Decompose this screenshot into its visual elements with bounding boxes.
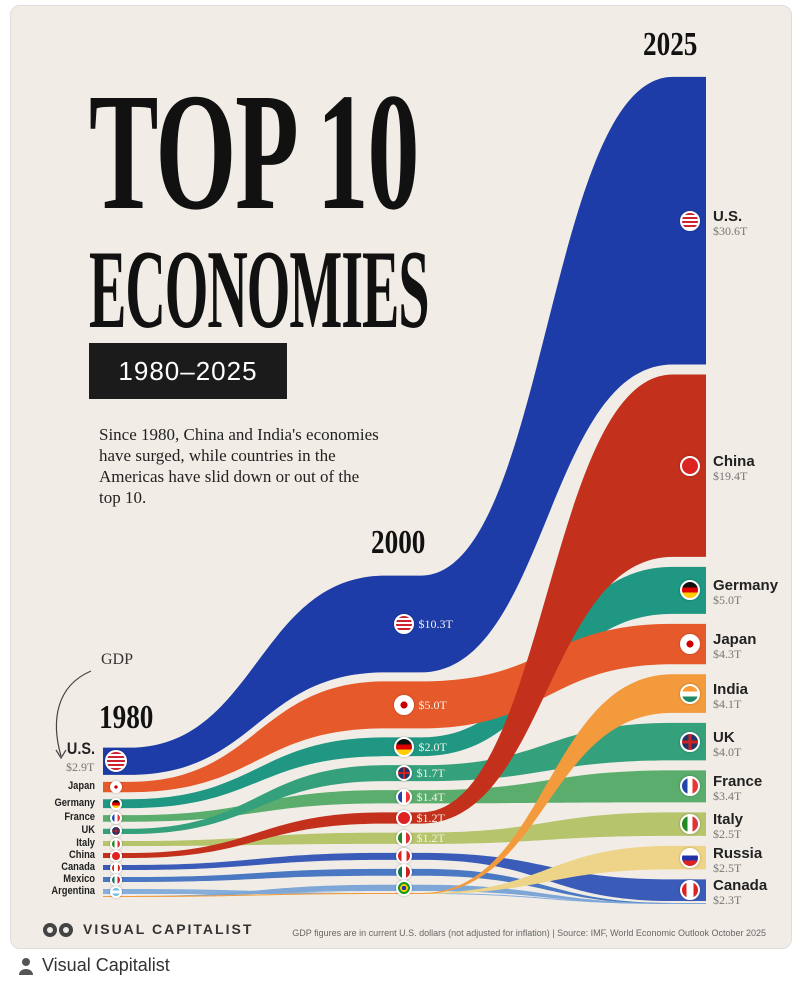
value-2000-italy: $1.2T <box>416 831 445 846</box>
uk-2025-flag-icon <box>679 731 700 752</box>
title-line-2: ECONOMIES <box>89 228 430 352</box>
ribbon-china <box>103 374 706 858</box>
us-2000-flag-icon <box>393 613 414 634</box>
title-line-1: TOP 10 <box>89 59 419 245</box>
source-note: GDP figures are in current U.S. dollars … <box>292 928 766 938</box>
value-2025-germany: $5.0T <box>713 593 742 608</box>
russia-2025-flag-icon <box>679 847 700 868</box>
label-2025-france: France <box>713 773 763 791</box>
value-2025-canada: $2.3T <box>713 893 742 908</box>
label-1980-argentina: Argentina <box>51 884 95 897</box>
china-2025-flag-icon <box>679 455 700 476</box>
label-2025-us: U.S. <box>713 207 743 225</box>
germany-2000-flag-icon <box>393 736 414 757</box>
canada-1980-flag-icon <box>110 861 122 874</box>
attribution-name: Visual Capitalist <box>42 955 170 975</box>
attribution[interactable]: Visual Capitalist <box>18 955 170 976</box>
label-1980-italy: Italy <box>76 836 95 849</box>
value-2025-india: $4.1T <box>713 696 742 711</box>
value-2000-japan: $5.0T <box>418 697 447 712</box>
canada-2000-flag-icon <box>395 848 412 865</box>
label-2025-russia: Russia <box>713 844 763 862</box>
label-2025-germany: Germany <box>713 577 779 595</box>
label-1980-canada: Canada <box>61 860 95 873</box>
value-1980-us: $2.9T <box>66 760 95 775</box>
value-2025-uk: $4.0T <box>713 744 742 759</box>
china-1980-flag-icon <box>110 849 122 862</box>
mexico-2000-flag-icon <box>395 864 412 881</box>
ribbon-mexico <box>103 868 706 904</box>
label-1980-uk: UK <box>81 824 95 837</box>
canada-2025-flag-icon <box>679 880 700 901</box>
value-2025-russia: $2.5T <box>713 860 742 875</box>
gdp-annotation: GDP <box>101 651 134 668</box>
germany-1980-flag-icon <box>110 797 122 810</box>
date-range-badge: 1980–2025 <box>89 343 287 399</box>
italy-2025-flag-icon <box>679 814 700 835</box>
uk-2000-flag-icon <box>395 765 412 782</box>
year-label-2025: 2025 <box>643 26 698 63</box>
label-2025-italy: Italy <box>713 811 744 829</box>
label-2025-china: China <box>713 452 755 470</box>
label-1980-china: China <box>69 848 95 861</box>
japan-2000-flag-icon <box>393 694 414 715</box>
person-icon <box>19 957 33 975</box>
mexico-1980-flag-icon <box>110 873 122 886</box>
label-1980-japan: Japan <box>67 780 95 793</box>
ribbon-canada <box>103 852 706 901</box>
year-label-1980: 1980 <box>99 699 154 736</box>
label-2025-uk: UK <box>713 728 735 746</box>
gdp-arrowhead <box>55 749 67 760</box>
year-label-2000: 2000 <box>371 524 426 561</box>
ribbon-germany <box>103 566 706 809</box>
label-1980-us: U.S. <box>66 739 95 759</box>
value-2025-us: $30.6T <box>713 223 748 238</box>
france-2025-flag-icon <box>679 776 700 797</box>
label-2025-india: India <box>713 680 749 698</box>
argentina-1980-flag-icon <box>110 885 122 898</box>
description: Since 1980, China and India's economies … <box>99 425 379 507</box>
ribbon-india <box>103 674 706 897</box>
value-2000-us: $10.3T <box>418 616 453 631</box>
france-2000-flag-icon <box>395 788 412 805</box>
italy-2000-flag-icon <box>395 830 412 847</box>
label-1980-germany: Germany <box>54 796 95 809</box>
italy-1980-flag-icon <box>110 837 122 850</box>
brand-name: VISUAL CAPITALIST <box>83 921 254 937</box>
infographic-card: TOP 10 ECONOMIES 1980–2025 Since 1980, C… <box>10 5 792 949</box>
us-1980-flag-icon <box>105 750 127 773</box>
value-2025-japan: $4.3T <box>713 647 742 662</box>
brazil-2000-flag-icon <box>395 879 412 896</box>
brand-logo: VISUAL CAPITALIST <box>41 920 253 938</box>
japan-1980-flag-icon <box>110 781 122 794</box>
germany-2025-flag-icon <box>679 580 700 601</box>
value-2000-uk: $1.7T <box>416 766 445 781</box>
ribbon-russia <box>103 845 706 897</box>
china-2000-flag-icon <box>395 809 412 826</box>
label-2025-canada: Canada <box>713 877 768 895</box>
us-2025-flag-icon <box>679 210 700 231</box>
ribbon-us <box>103 76 706 775</box>
value-2000-china: $1.2T <box>416 810 445 825</box>
binoculars-icon <box>43 923 73 937</box>
label-2025-japan: Japan <box>713 631 757 649</box>
france-1980-flag-icon <box>110 812 122 825</box>
japan-2025-flag-icon <box>679 634 700 655</box>
value-2000-france: $1.4T <box>416 789 445 804</box>
label-1980-france: France <box>64 811 95 824</box>
india-2025-flag-icon <box>679 683 700 704</box>
value-2025-france: $3.4T <box>713 789 742 804</box>
gdp-arrow <box>55 670 92 757</box>
value-2025-italy: $2.5T <box>713 827 742 842</box>
uk-1980-flag-icon <box>110 825 122 838</box>
ribbon-chart <box>55 76 706 904</box>
label-1980-mexico: Mexico <box>63 872 95 885</box>
value-2000-germany: $2.0T <box>418 739 447 754</box>
value-2025-china: $19.4T <box>713 468 748 483</box>
